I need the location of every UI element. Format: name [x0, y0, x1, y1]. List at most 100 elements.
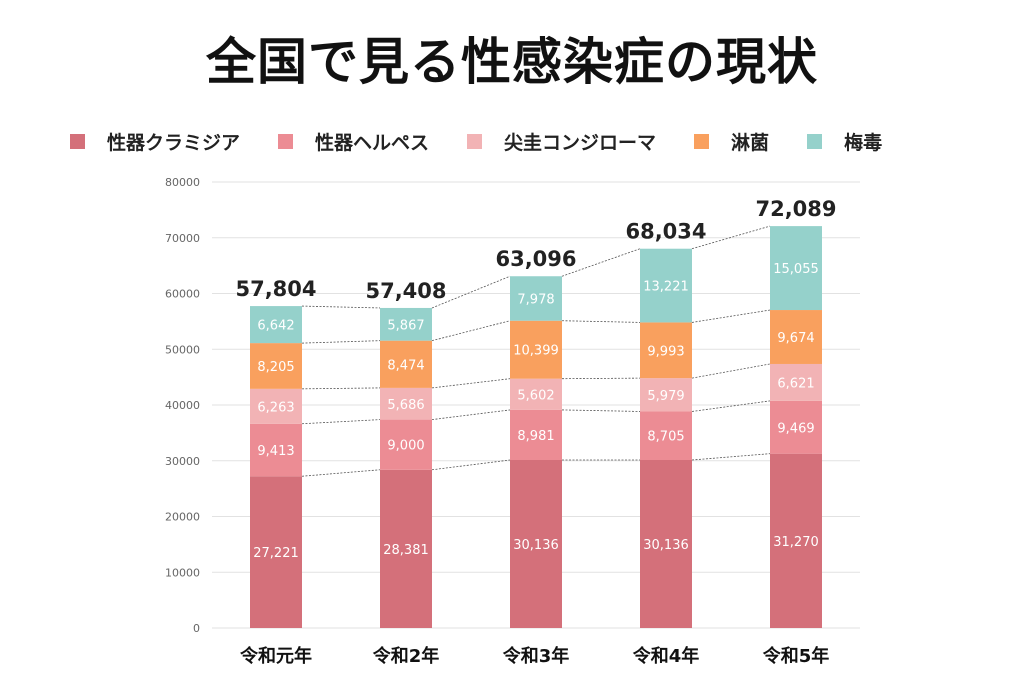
bar-segment — [380, 469, 432, 628]
y-tick-label: 10000 — [165, 566, 200, 579]
connector-line — [691, 225, 771, 250]
connector-line — [431, 378, 511, 389]
connector-line — [691, 400, 771, 412]
data-label: 8,981 — [517, 429, 554, 444]
data-label: 8,205 — [257, 360, 294, 375]
legend-swatch — [807, 134, 823, 149]
connector-line — [561, 409, 641, 412]
total-label: 57,804 — [235, 277, 316, 301]
data-label: 9,993 — [647, 344, 684, 359]
legend-item: 性器クラミジア — [70, 128, 240, 155]
bar-segment — [250, 343, 302, 389]
legend-label: 淋菌 — [731, 132, 770, 154]
y-tick-label: 20000 — [165, 511, 200, 524]
bar-segment — [770, 400, 822, 454]
legend-swatch — [70, 134, 85, 149]
total-label: 68,034 — [625, 220, 706, 244]
data-label: 13,221 — [643, 280, 689, 295]
legend-label: 尖圭コンジローマ — [504, 132, 657, 154]
bar-segment — [770, 453, 822, 628]
data-label: 5,979 — [647, 389, 684, 404]
legend-swatch — [694, 134, 710, 149]
bar-segment — [250, 423, 302, 477]
bar-segment — [380, 307, 432, 341]
legend-label: 性器クラミジア — [107, 132, 241, 154]
connector-line — [431, 459, 511, 471]
bar-segment — [380, 419, 432, 470]
x-tick-label: 令和2年 — [372, 645, 440, 667]
y-tick-label: 30000 — [165, 455, 200, 468]
bar-segment — [770, 363, 822, 401]
connector-line — [301, 387, 381, 390]
legend-item: 梅毒 — [807, 128, 882, 155]
connector-line — [691, 309, 771, 323]
connector-line — [561, 377, 641, 380]
connector-line — [431, 320, 511, 342]
x-tick-label: 令和4年 — [632, 645, 700, 667]
connector-line — [301, 419, 381, 425]
y-tick-label: 60000 — [165, 288, 200, 301]
bar-segment — [640, 459, 692, 628]
connector-line — [431, 409, 511, 420]
bar-segment — [250, 476, 302, 628]
data-label: 30,136 — [643, 538, 689, 553]
data-label: 5,602 — [517, 388, 554, 403]
legend-label: 梅毒 — [844, 132, 883, 154]
total-label: 72,089 — [755, 197, 836, 221]
legend-item: 尖圭コンジローマ — [467, 128, 656, 155]
legend-item: 性器ヘルペス — [278, 128, 429, 155]
bar-segment — [510, 409, 562, 460]
x-tick-label: 令和3年 — [502, 645, 570, 667]
y-tick-label: 80000 — [165, 176, 200, 189]
legend-swatch — [467, 134, 483, 149]
y-tick-label: 0 — [193, 622, 200, 635]
connector-line — [691, 453, 771, 461]
data-label: 10,399 — [513, 344, 559, 359]
bar-segment — [770, 226, 822, 311]
total-label: 57,408 — [365, 279, 446, 303]
data-label: 6,642 — [257, 319, 294, 334]
bar-segment — [640, 248, 692, 323]
bar-segment — [250, 306, 302, 344]
connector-line — [301, 305, 381, 309]
bar-segment — [380, 387, 432, 420]
data-label: 5,686 — [387, 398, 424, 413]
y-tick-label: 40000 — [165, 399, 200, 412]
y-tick-label: 50000 — [165, 343, 200, 356]
connector-line — [301, 469, 381, 477]
bar-segment — [770, 310, 822, 364]
bar-segment — [640, 411, 692, 460]
bar-segment — [510, 378, 562, 410]
data-label: 15,055 — [773, 262, 819, 277]
data-label: 27,221 — [253, 546, 299, 561]
legend-swatch — [278, 134, 294, 149]
legend: 性器クラミジア 性器ヘルペス 尖圭コンジローマ 淋菌 梅毒 — [70, 128, 920, 155]
bar-segment — [640, 322, 692, 379]
data-label: 9,469 — [777, 421, 814, 436]
y-tick-label: 70000 — [165, 232, 200, 245]
data-label: 7,978 — [517, 292, 554, 307]
x-tick-label: 令和元年 — [239, 645, 312, 667]
legend-label: 性器ヘルペス — [315, 132, 430, 154]
connector-line — [561, 320, 641, 323]
bar-segment — [510, 459, 562, 628]
data-label: 6,263 — [257, 400, 294, 415]
bar-segment — [250, 388, 302, 424]
data-label: 9,674 — [777, 331, 814, 346]
data-label: 6,621 — [777, 376, 814, 391]
data-label: 5,867 — [387, 318, 424, 333]
chart-title: 全国で見る性感染症の現状 — [206, 33, 818, 91]
bar-segment — [510, 276, 562, 321]
data-label: 9,413 — [257, 444, 294, 459]
connector-line — [431, 275, 511, 309]
x-tick-label: 令和5年 — [762, 645, 830, 667]
data-label: 31,270 — [773, 535, 819, 550]
bar-segment — [510, 320, 562, 379]
connector-line — [691, 363, 771, 379]
data-label: 9,000 — [387, 439, 424, 454]
data-label: 30,136 — [513, 538, 559, 553]
data-label: 8,474 — [387, 358, 424, 373]
connector-line — [301, 340, 381, 344]
data-label: 8,705 — [647, 430, 684, 445]
